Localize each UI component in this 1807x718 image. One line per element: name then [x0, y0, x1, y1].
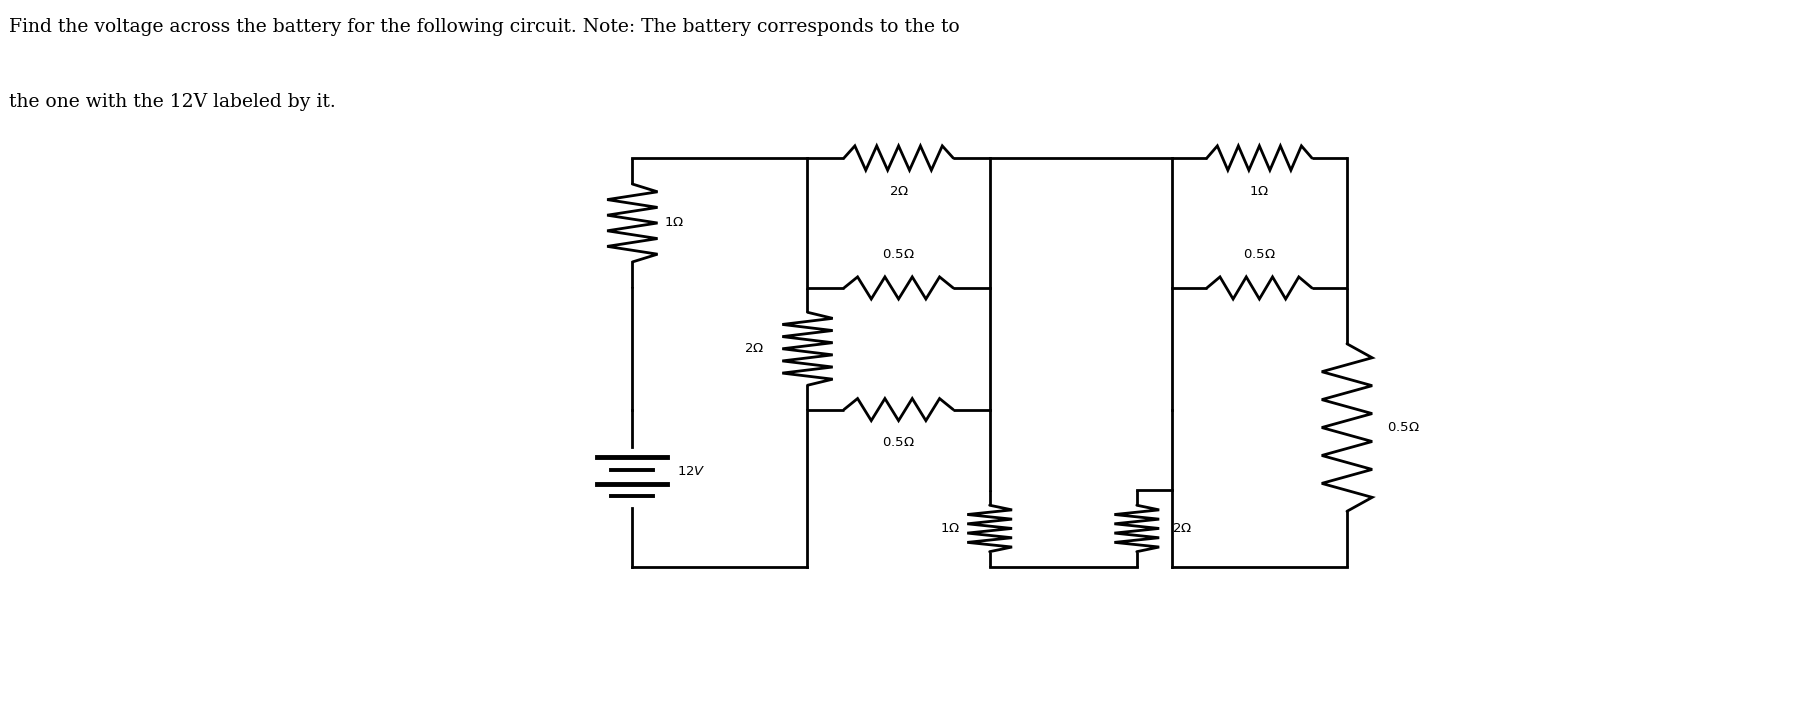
Text: Find the voltage across the battery for the following circuit. Note: The battery: Find the voltage across the battery for …: [9, 18, 960, 36]
Text: $1\Omega$: $1\Omega$: [663, 217, 685, 230]
Text: $2\Omega$: $2\Omega$: [887, 185, 909, 197]
Text: $1\Omega$: $1\Omega$: [1249, 185, 1269, 197]
Text: $2\Omega$: $2\Omega$: [744, 342, 764, 355]
Text: $0.5\Omega$: $0.5\Omega$: [1386, 421, 1418, 434]
Text: $12V$: $12V$: [676, 465, 705, 478]
Text: the one with the 12V labeled by it.: the one with the 12V labeled by it.: [9, 93, 336, 111]
Text: $0.5\Omega$: $0.5\Omega$: [882, 437, 914, 449]
Text: $0.5\Omega$: $0.5\Omega$: [1243, 248, 1276, 261]
Text: $1\Omega$: $1\Omega$: [940, 522, 960, 535]
Text: $0.5\Omega$: $0.5\Omega$: [882, 248, 914, 261]
Text: $2\Omega$: $2\Omega$: [1171, 522, 1191, 535]
